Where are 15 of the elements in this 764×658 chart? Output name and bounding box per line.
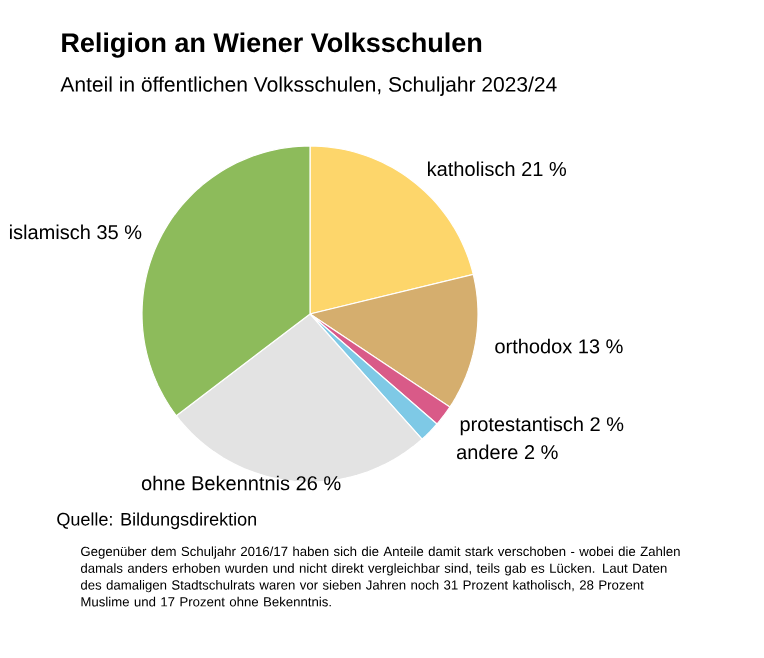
data-label: 21 %: [522, 161, 567, 177]
slice-label: ohne Bekenntnis: [141, 475, 290, 491]
source-note: Quelle: Bildungsdirektion: [57, 512, 256, 530]
slice-label: islamisch: [9, 224, 90, 240]
slice-label: protestantisch: [460, 416, 583, 436]
data-label: 2 %: [524, 445, 558, 460]
slice-label: andere: [456, 444, 518, 460]
slice-label: katholisch: [428, 161, 515, 177]
chart-title: Religion an Wiener Volksschulen: [62, 32, 482, 58]
data-label: 26 %: [296, 476, 341, 491]
data-label: 35 %: [97, 225, 142, 240]
data-label: 2 %: [590, 417, 624, 432]
data-label: 13 %: [579, 339, 623, 354]
slice-label: orthodox: [495, 338, 573, 354]
chart-subtitle: Anteil in öffentlichen Volksschulen, Schuljahr 2023/24: [60, 76, 557, 96]
